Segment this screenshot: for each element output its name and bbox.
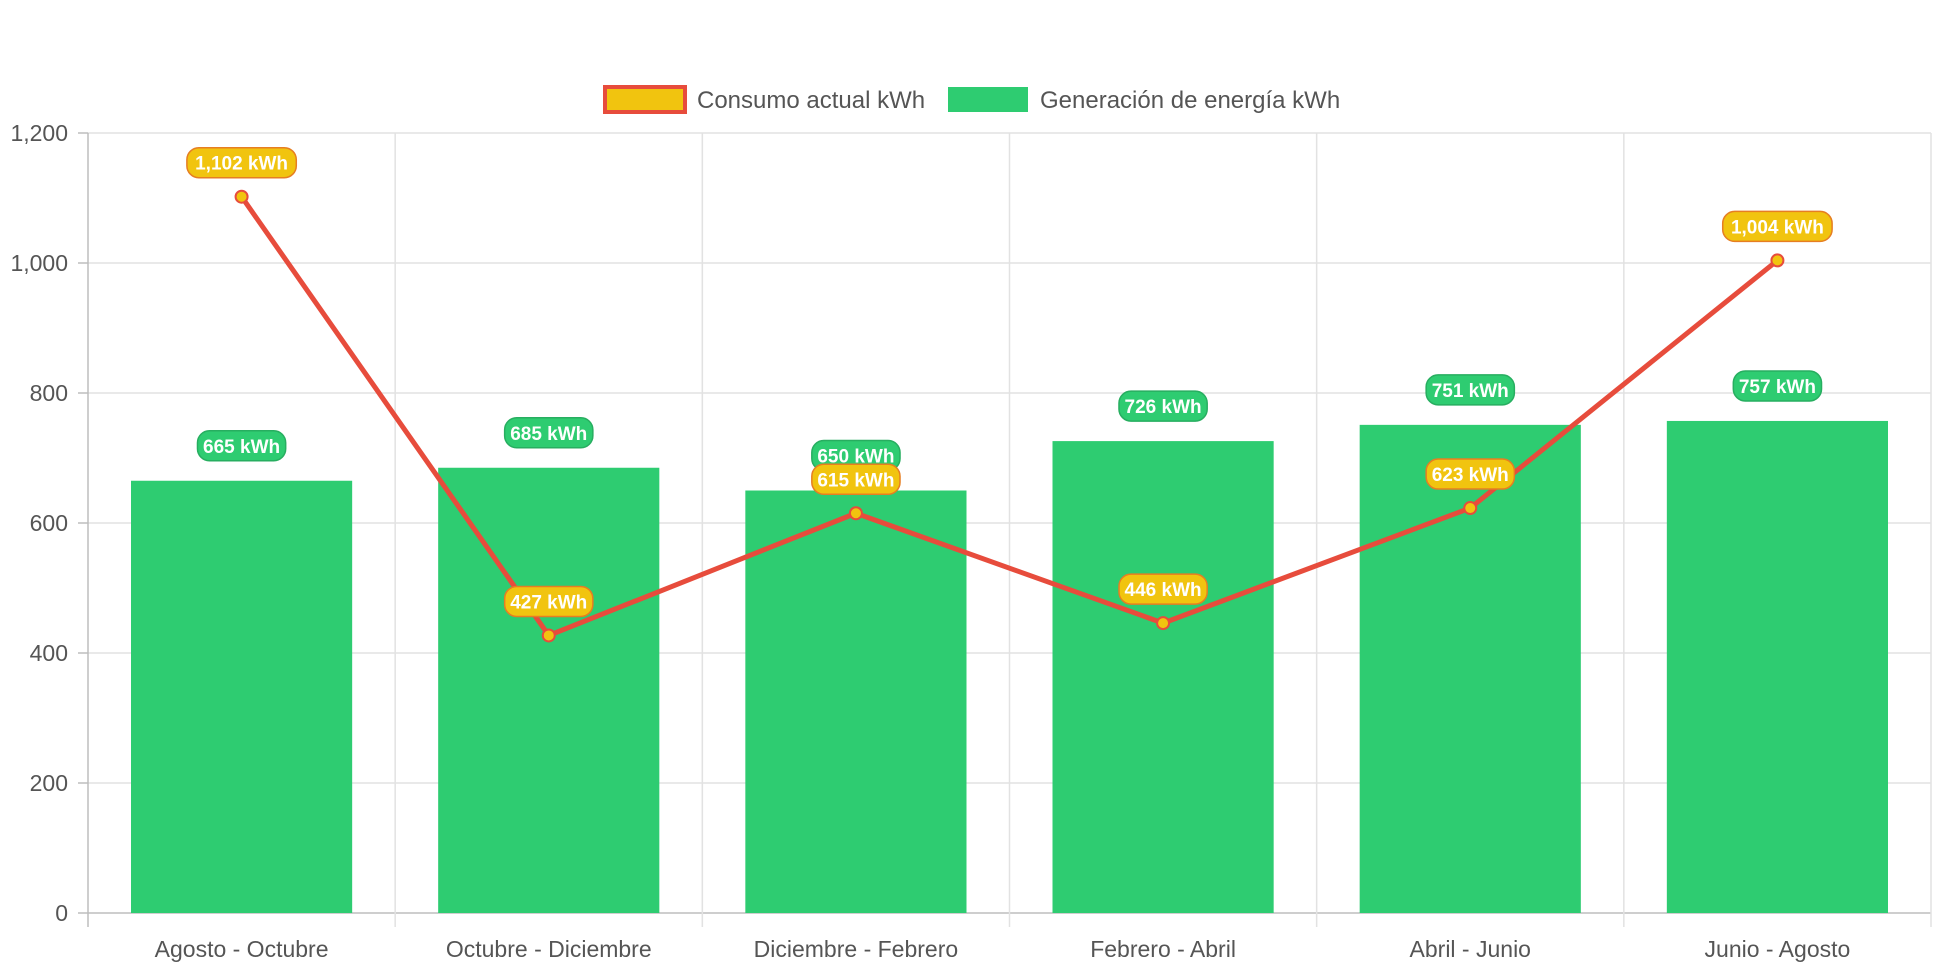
data-label-generacion-box (1118, 390, 1208, 422)
point-consumo[interactable] (234, 189, 249, 204)
y-tick-label: 600 (30, 510, 68, 536)
data-labels: 665 kWh 685 kWh 650 kWh 726 kWh 751 kWh 757 k… (186, 146, 1833, 618)
point-consumo[interactable] (1463, 501, 1478, 516)
data-label-generacion-text: 665 kWh (203, 437, 280, 458)
bar-generacion[interactable] (1666, 420, 1888, 913)
y-tick-label: 0 (55, 900, 68, 926)
legend: Consumo actual kWh Generación de energía… (603, 85, 1340, 114)
point-consumo[interactable] (1156, 616, 1171, 631)
legend-item-consumo[interactable]: Consumo actual kWh (603, 85, 925, 114)
data-label-consumo-text: 446 kWh (1125, 580, 1202, 601)
data-label-consumo-box (503, 585, 594, 618)
x-tick-label: Agosto - Octubre (155, 936, 329, 962)
bar-generacion[interactable] (1359, 424, 1581, 913)
data-label-generacion: 650 kWh (811, 439, 901, 472)
data-label-consumo: 446 kWh (1118, 573, 1208, 605)
legend-label-generacion: Generación de energía kWh (1040, 87, 1340, 114)
data-label-generacion-box (1732, 370, 1823, 402)
data-label-consumo-text: 615 kWh (817, 470, 894, 491)
data-label-generacion-box (196, 430, 287, 462)
bar-generacion[interactable] (1052, 441, 1274, 913)
data-label-generacion-text: 650 kWh (817, 447, 894, 468)
bar-generacion[interactable] (131, 480, 353, 913)
data-label-generacion: 757 kWh (1732, 370, 1823, 402)
data-label-consumo: 427 kWh (503, 585, 594, 618)
x-tick-label: Febrero - Abril (1090, 936, 1236, 962)
data-label-consumo-box (1721, 210, 1833, 243)
data-label-generacion-text: 726 kWh (1125, 397, 1202, 418)
grid (87, 132, 1932, 927)
line-consumo (239, 195, 1779, 638)
data-label-consumo-box (186, 146, 298, 179)
data-label-consumo-text: 1,004 kWh (1731, 217, 1824, 238)
x-tick-label: Junio - Agosto (1705, 936, 1851, 962)
x-tick-label: Diciembre - Febrero (754, 936, 959, 962)
data-label-generacion-text: 685 kWh (510, 424, 587, 445)
y-tick-label: 1,200 (10, 120, 68, 146)
data-label-generacion: 665 kWh (196, 430, 287, 462)
bar-generacion[interactable] (438, 467, 660, 913)
point-consumo[interactable] (541, 628, 556, 643)
y-tick-label: 800 (30, 380, 68, 406)
data-label-consumo: 1,102 kWh (186, 146, 298, 179)
data-label-consumo-text: 1,102 kWh (195, 154, 288, 175)
axes: 0 200 400 600 800 1,000 1,200 Agosto - Octubre O… (10, 120, 1850, 962)
point-consumo[interactable] (848, 506, 863, 521)
bar-series (131, 420, 1888, 914)
data-label-generacion: 726 kWh (1118, 390, 1208, 422)
point-consumo[interactable] (1770, 253, 1785, 268)
data-label-consumo-box (811, 463, 901, 495)
data-label-generacion-box (503, 417, 594, 449)
data-label-consumo: 615 kWh (811, 463, 901, 495)
data-label-consumo: 1,004 kWh (1721, 210, 1833, 243)
data-label-generacion-box (1425, 374, 1516, 406)
y-tick-label: 200 (30, 770, 68, 796)
data-label-generacion-text: 751 kWh (1432, 381, 1509, 402)
legend-item-generacion[interactable]: Generación de energía kWh (948, 87, 1340, 114)
data-label-consumo-text: 623 kWh (1432, 465, 1509, 486)
data-label-generacion-text: 757 kWh (1739, 377, 1816, 398)
y-tick-label: 400 (30, 640, 68, 666)
data-label-consumo-text: 427 kWh (510, 592, 587, 613)
bar-generacion[interactable] (745, 490, 967, 914)
data-label-generacion: 685 kWh (503, 417, 594, 449)
data-label-generacion: 751 kWh (1425, 374, 1516, 406)
line-series (234, 189, 1785, 643)
legend-label-consumo: Consumo actual kWh (697, 87, 925, 114)
data-label-consumo-box (1425, 458, 1516, 490)
legend-swatch-generacion (948, 87, 1028, 112)
data-label-consumo-box (1118, 573, 1208, 605)
legend-swatch-consumo (603, 85, 687, 114)
x-tick-label: Abril - Junio (1410, 936, 1531, 962)
x-tick-label: Octubre - Diciembre (446, 936, 652, 962)
y-tick-label: 1,000 (10, 250, 68, 276)
data-label-consumo: 623 kWh (1425, 458, 1516, 490)
